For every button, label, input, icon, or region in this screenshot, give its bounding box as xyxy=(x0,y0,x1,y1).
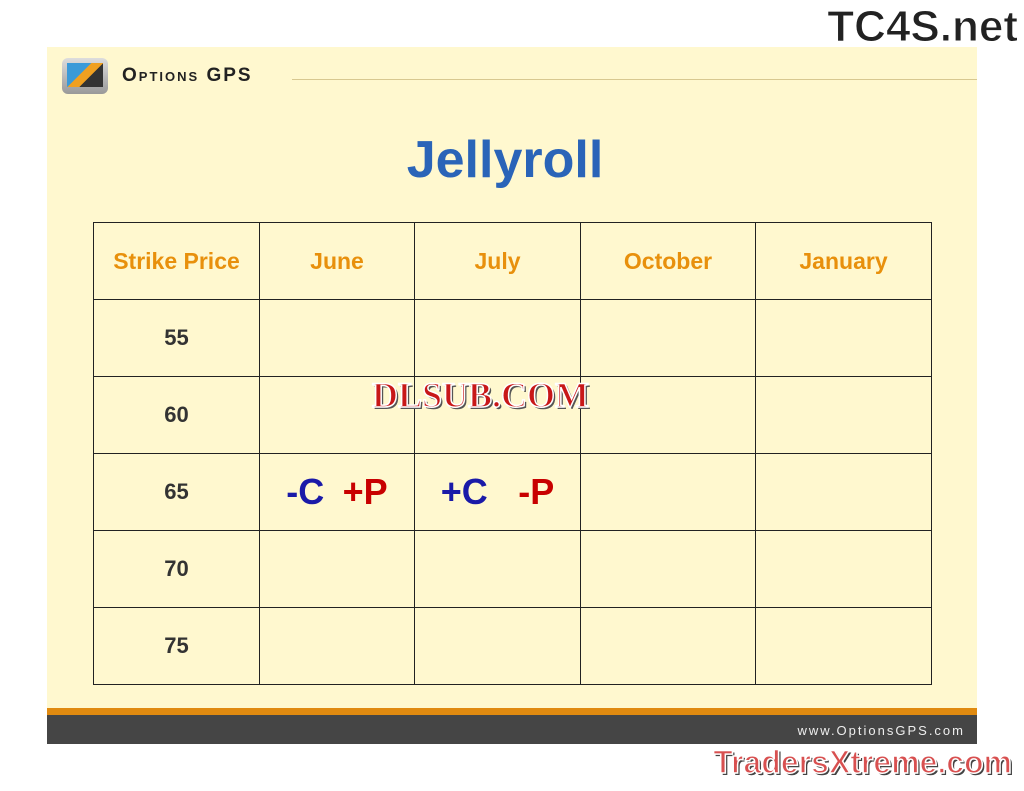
footer-accent-bar xyxy=(47,708,977,715)
july-position: +C -P xyxy=(414,453,581,531)
june-position: -C +P xyxy=(259,453,415,531)
header-cell: January xyxy=(755,222,932,300)
table-header-row: Strike Price June July October January xyxy=(93,222,932,300)
footer: www.OptionsGPS.com xyxy=(47,715,977,744)
long-call: +C xyxy=(440,471,488,512)
header-cell: Strike Price xyxy=(93,222,260,300)
table-row: 75 xyxy=(93,607,932,685)
table-row: 70 xyxy=(93,530,932,608)
watermark-bottom: TradersXtreme.com xyxy=(712,743,1012,781)
strike-cell: 65 xyxy=(93,453,260,531)
logo: Options GPS xyxy=(62,58,253,94)
gps-screen-icon xyxy=(62,58,108,94)
header-cell: June xyxy=(259,222,415,300)
short-call: -C xyxy=(286,471,325,512)
header-divider xyxy=(292,79,977,80)
table-row: 65 -C +P +C -P xyxy=(93,453,932,531)
watermark-middle: DLSUB.COM xyxy=(371,374,590,416)
brand-name: Options GPS xyxy=(122,65,253,86)
long-put: +P xyxy=(342,471,388,512)
strike-table: Strike Price June July October January 5… xyxy=(93,222,932,685)
short-put: -P xyxy=(518,471,555,512)
header-cell: July xyxy=(414,222,581,300)
strike-cell: 70 xyxy=(93,530,260,608)
strike-cell: 75 xyxy=(93,607,260,685)
slide-title: Jellyroll xyxy=(406,131,604,189)
table-row: 55 xyxy=(93,299,932,377)
header-cell: October xyxy=(580,222,756,300)
strike-cell: 55 xyxy=(93,299,260,377)
footer-url: www.OptionsGPS.com xyxy=(797,723,965,738)
strike-cell: 60 xyxy=(93,376,260,454)
table-row: 60 xyxy=(93,376,932,454)
watermark-top: TC4S.net xyxy=(827,2,1019,52)
